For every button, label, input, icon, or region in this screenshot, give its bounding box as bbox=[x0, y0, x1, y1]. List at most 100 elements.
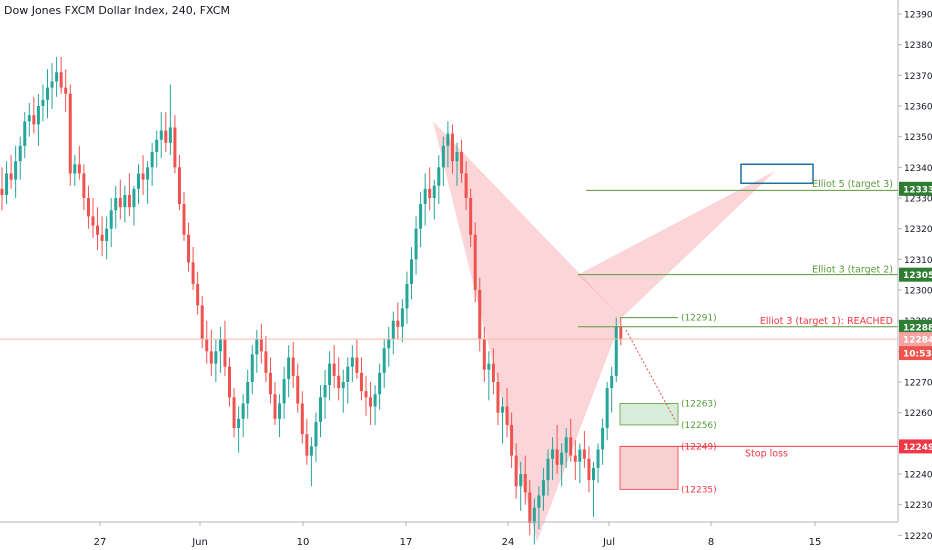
candle-body bbox=[287, 357, 291, 379]
candle-body bbox=[282, 378, 286, 404]
level-label: (12249) bbox=[681, 442, 717, 452]
candle-body bbox=[109, 210, 113, 229]
annotation-stop-loss: Stop loss bbox=[745, 448, 788, 459]
candle-body bbox=[105, 228, 109, 241]
price-badge bbox=[899, 319, 932, 334]
candle-body bbox=[205, 339, 209, 352]
candle-body bbox=[127, 194, 131, 208]
candle-body bbox=[423, 188, 427, 205]
y-tick-label: 12390 bbox=[904, 11, 932, 21]
candle-body bbox=[273, 394, 277, 419]
candle-body bbox=[450, 133, 454, 162]
candle-body bbox=[528, 492, 532, 524]
y-tick-label: 12230 bbox=[904, 501, 932, 511]
candle-body bbox=[291, 357, 295, 376]
candle-body bbox=[496, 382, 500, 413]
x-tick-label: 17 bbox=[400, 537, 413, 548]
y-tick-label: 12220 bbox=[904, 532, 932, 542]
candle-body bbox=[41, 99, 45, 107]
y-tick-label: 12340 bbox=[904, 164, 932, 174]
candle-body bbox=[510, 424, 514, 456]
price-badge-label: 10:53 bbox=[903, 350, 932, 360]
candle-body bbox=[400, 308, 404, 327]
candle-body bbox=[223, 339, 227, 367]
level-label: (12263) bbox=[681, 399, 717, 409]
candle-body bbox=[369, 397, 373, 407]
candle-body bbox=[446, 133, 450, 146]
candle-body bbox=[419, 204, 423, 229]
y-tick-label: 12300 bbox=[904, 287, 932, 297]
candle-body bbox=[619, 326, 623, 340]
candle-body bbox=[77, 164, 81, 174]
candle-body bbox=[537, 495, 541, 508]
candle-body bbox=[232, 397, 236, 429]
y-tick-label: 12330 bbox=[904, 195, 932, 205]
candle-body bbox=[487, 363, 491, 370]
y-tick-label: 12260 bbox=[904, 409, 932, 419]
candle-body bbox=[473, 234, 477, 291]
candle-body bbox=[546, 458, 550, 481]
x-tick-label: 27 bbox=[94, 537, 107, 548]
price-badge-label: 12333 bbox=[903, 185, 932, 195]
candle-body bbox=[455, 152, 459, 162]
candle-body bbox=[250, 354, 254, 383]
candle-body bbox=[164, 130, 168, 143]
candle-body bbox=[59, 72, 63, 88]
candle-body bbox=[314, 421, 318, 447]
candle-body bbox=[5, 173, 9, 195]
candle-body bbox=[373, 394, 377, 407]
candle-body bbox=[82, 173, 86, 199]
candle-body bbox=[200, 305, 204, 340]
price-badge-label: 12284 bbox=[903, 336, 932, 346]
candle-body bbox=[246, 382, 250, 404]
candle-body bbox=[482, 339, 486, 370]
price-badge bbox=[899, 346, 932, 361]
x-tick-label: 15 bbox=[809, 537, 822, 548]
candle-body bbox=[460, 152, 464, 174]
candle-body bbox=[96, 225, 100, 235]
candle-body bbox=[218, 339, 222, 352]
x-tick-label: 10 bbox=[297, 537, 310, 548]
candle-body bbox=[564, 437, 568, 453]
candle-body bbox=[464, 173, 468, 199]
candle-body bbox=[9, 173, 13, 180]
candle-body bbox=[378, 372, 382, 395]
candle-body bbox=[560, 452, 564, 465]
candle-body bbox=[410, 259, 413, 284]
candle-body bbox=[114, 198, 118, 211]
pattern-abc bbox=[537, 317, 622, 542]
projection-line bbox=[625, 329, 677, 423]
candle-body bbox=[150, 152, 154, 168]
annotation-target-3: Elliot 5 (target 3) bbox=[812, 179, 893, 190]
annotation-target-1: Elliot 3 (target 1): REACHED bbox=[760, 316, 893, 327]
candle-body bbox=[173, 127, 177, 168]
candle-body bbox=[296, 375, 300, 404]
candle-body bbox=[46, 87, 49, 100]
candle-body bbox=[501, 406, 504, 413]
candle-body bbox=[551, 449, 555, 459]
candlestick-series bbox=[0, 56, 623, 545]
candle-body bbox=[605, 388, 609, 429]
candle-body bbox=[214, 351, 218, 364]
candle-body bbox=[23, 121, 27, 146]
candle-body bbox=[569, 437, 573, 456]
candle-body bbox=[18, 145, 22, 162]
candle-body bbox=[587, 458, 591, 481]
candle-body bbox=[491, 363, 495, 383]
candle-body bbox=[100, 234, 104, 241]
candle-body bbox=[346, 366, 350, 383]
candle-body bbox=[209, 351, 213, 364]
candle-body bbox=[91, 216, 95, 226]
candle-body bbox=[27, 115, 31, 122]
candle-body bbox=[241, 403, 245, 419]
candle-body bbox=[50, 81, 54, 88]
x-tick-label: Jun bbox=[191, 537, 208, 548]
candle-body bbox=[437, 167, 441, 186]
candle-body bbox=[300, 403, 304, 435]
candle-body bbox=[14, 161, 18, 180]
candle-body bbox=[432, 185, 436, 199]
candle-body bbox=[359, 372, 363, 392]
candle-body bbox=[177, 167, 181, 205]
candle-body bbox=[328, 363, 332, 386]
